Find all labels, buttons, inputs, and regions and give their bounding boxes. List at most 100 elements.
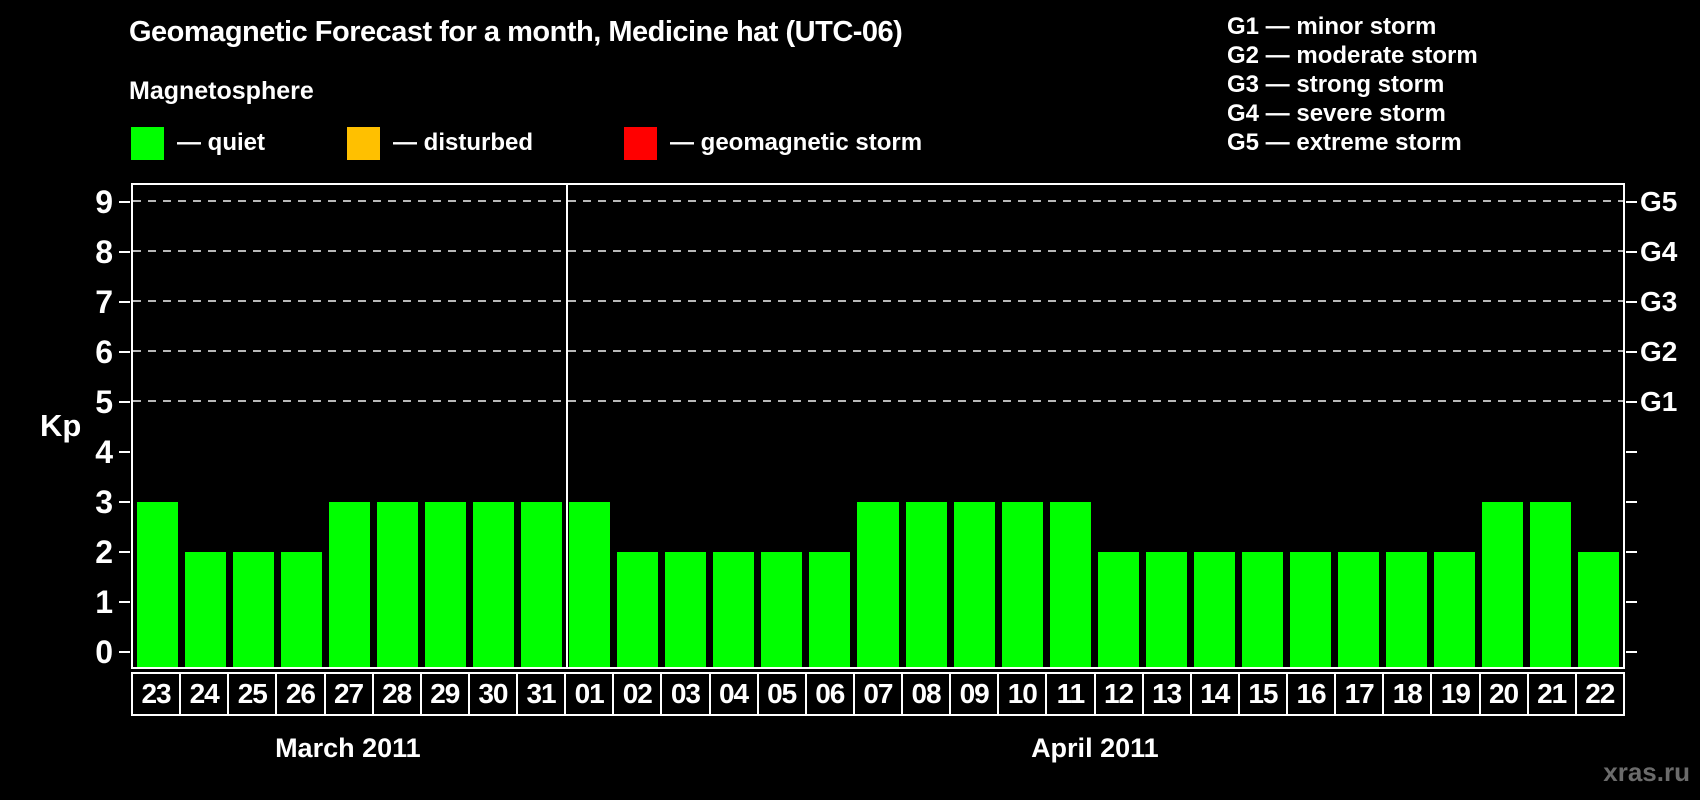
bar-slot-day-31 [518,185,566,667]
day-label: 30 [467,672,518,716]
left-axis-tick [119,301,130,303]
g-legend-item: G3 — strong storm [1227,71,1445,98]
kp-bar [1097,552,1139,667]
legend-item-label: — geomagnetic storm [670,129,923,156]
day-label: 19 [1430,672,1481,716]
kp-bar [1001,502,1043,667]
bar-slot-day-06 [806,185,854,667]
kp-bar [953,502,995,667]
left-axis-tick [119,351,130,353]
left-axis-tick [119,401,130,403]
kp-bar [713,552,755,667]
left-axis-tick [119,251,130,253]
g-axis-label-G5: G5 [1640,186,1678,217]
bar-slot-day-05 [758,185,806,667]
quiet-color-swatch [131,126,164,160]
kp-bar [1241,552,1283,667]
bar-slot-day-04 [710,185,758,667]
day-label: 04 [708,672,759,716]
day-label: 21 [1526,672,1577,716]
day-label: 06 [804,672,855,716]
magnetosphere-label: Magnetosphere [129,77,314,105]
right-axis-tick [1626,351,1637,353]
bar-slot-day-14 [1190,185,1238,667]
day-label: 22 [1574,672,1625,716]
kp-bar [376,502,418,667]
legend-item-quiet: — quiet [131,126,265,160]
storm-color-swatch [624,126,657,160]
bar-slot-day-18 [1383,185,1431,667]
watermark: xras.ru [1603,757,1690,787]
month-separator-line [565,185,568,667]
day-label: 02 [612,672,663,716]
bar-slot-day-09 [950,185,998,667]
y-axis-tick-label: 0 [95,634,113,670]
right-axis-tick [1626,651,1637,653]
kp-bar [1386,552,1428,667]
y-axis-tick-label: 8 [95,234,113,270]
day-label: 10 [997,672,1048,716]
g-axis-label-G3: G3 [1640,286,1678,317]
bar-slot-day-28 [373,185,421,667]
bar-slot-day-08 [902,185,950,667]
kp-bar [1049,502,1091,667]
gridline-kp-7 [133,300,1623,302]
y-axis-tick-label: 6 [95,334,113,370]
g-legend-item: G5 — extreme storm [1227,129,1462,156]
bar-slot-day-10 [998,185,1046,667]
plot-area [131,183,1625,669]
kp-bar [280,552,322,667]
y-axis-tick-label: 5 [95,384,113,420]
day-label: 01 [564,672,615,716]
bar-slot-day-01 [566,185,614,667]
right-axis-tick [1626,551,1637,553]
bar-slot-day-11 [1046,185,1094,667]
day-label: 20 [1478,672,1529,716]
bar-slot-day-02 [614,185,662,667]
right-axis-tick [1626,251,1637,253]
kp-bar [1434,552,1476,667]
bar-slot-day-29 [421,185,469,667]
day-label: 09 [949,672,1000,716]
bar-slot-day-19 [1431,185,1479,667]
day-label: 25 [227,672,278,716]
y-axis-tick-label: 1 [95,584,113,620]
day-label: 23 [131,672,182,716]
left-axis-tick [119,651,130,653]
kp-bar [1530,502,1572,667]
day-label: 27 [323,672,374,716]
day-label: 07 [852,672,903,716]
disturbed-color-swatch [347,126,380,160]
bar-slot-day-17 [1335,185,1383,667]
bars-container [133,185,1623,667]
y-axis-tick-label: 3 [95,484,113,520]
kp-bar [1338,552,1380,667]
page-title: Geomagnetic Forecast for a month, Medici… [129,16,903,48]
legend-item-label: — quiet [177,129,265,156]
kp-bar [569,502,611,667]
left-axis-tick [119,601,130,603]
bar-slot-day-20 [1479,185,1527,667]
bar-slot-day-15 [1238,185,1286,667]
g-scale-legend: G1 — minor storm G2 — moderate storm G3 — … [1227,12,1478,157]
kp-bar [136,502,178,667]
bar-slot-day-25 [229,185,277,667]
kp-bar [761,552,803,667]
g-legend-item: G1 — minor storm [1227,13,1437,40]
month-label: April 2011 [1031,733,1159,763]
y-axis-tick-label: 2 [95,534,113,570]
y-axis-tick-label: 7 [95,284,113,320]
right-axis-tick [1626,601,1637,603]
g-legend-item: G2 — moderate storm [1227,42,1478,69]
g-axis-label-G4: G4 [1640,236,1678,267]
day-label: 18 [1382,672,1433,716]
bar-slot-day-24 [181,185,229,667]
gridline-kp-6 [133,350,1623,352]
left-axis-tick [119,551,130,553]
legend-item-geomagnetic-storm: — geomagnetic storm [624,126,922,160]
day-label: 24 [179,672,230,716]
kp-bar [905,502,947,667]
day-label: 11 [1045,672,1096,716]
kp-bar [809,552,851,667]
bar-slot-day-30 [469,185,517,667]
